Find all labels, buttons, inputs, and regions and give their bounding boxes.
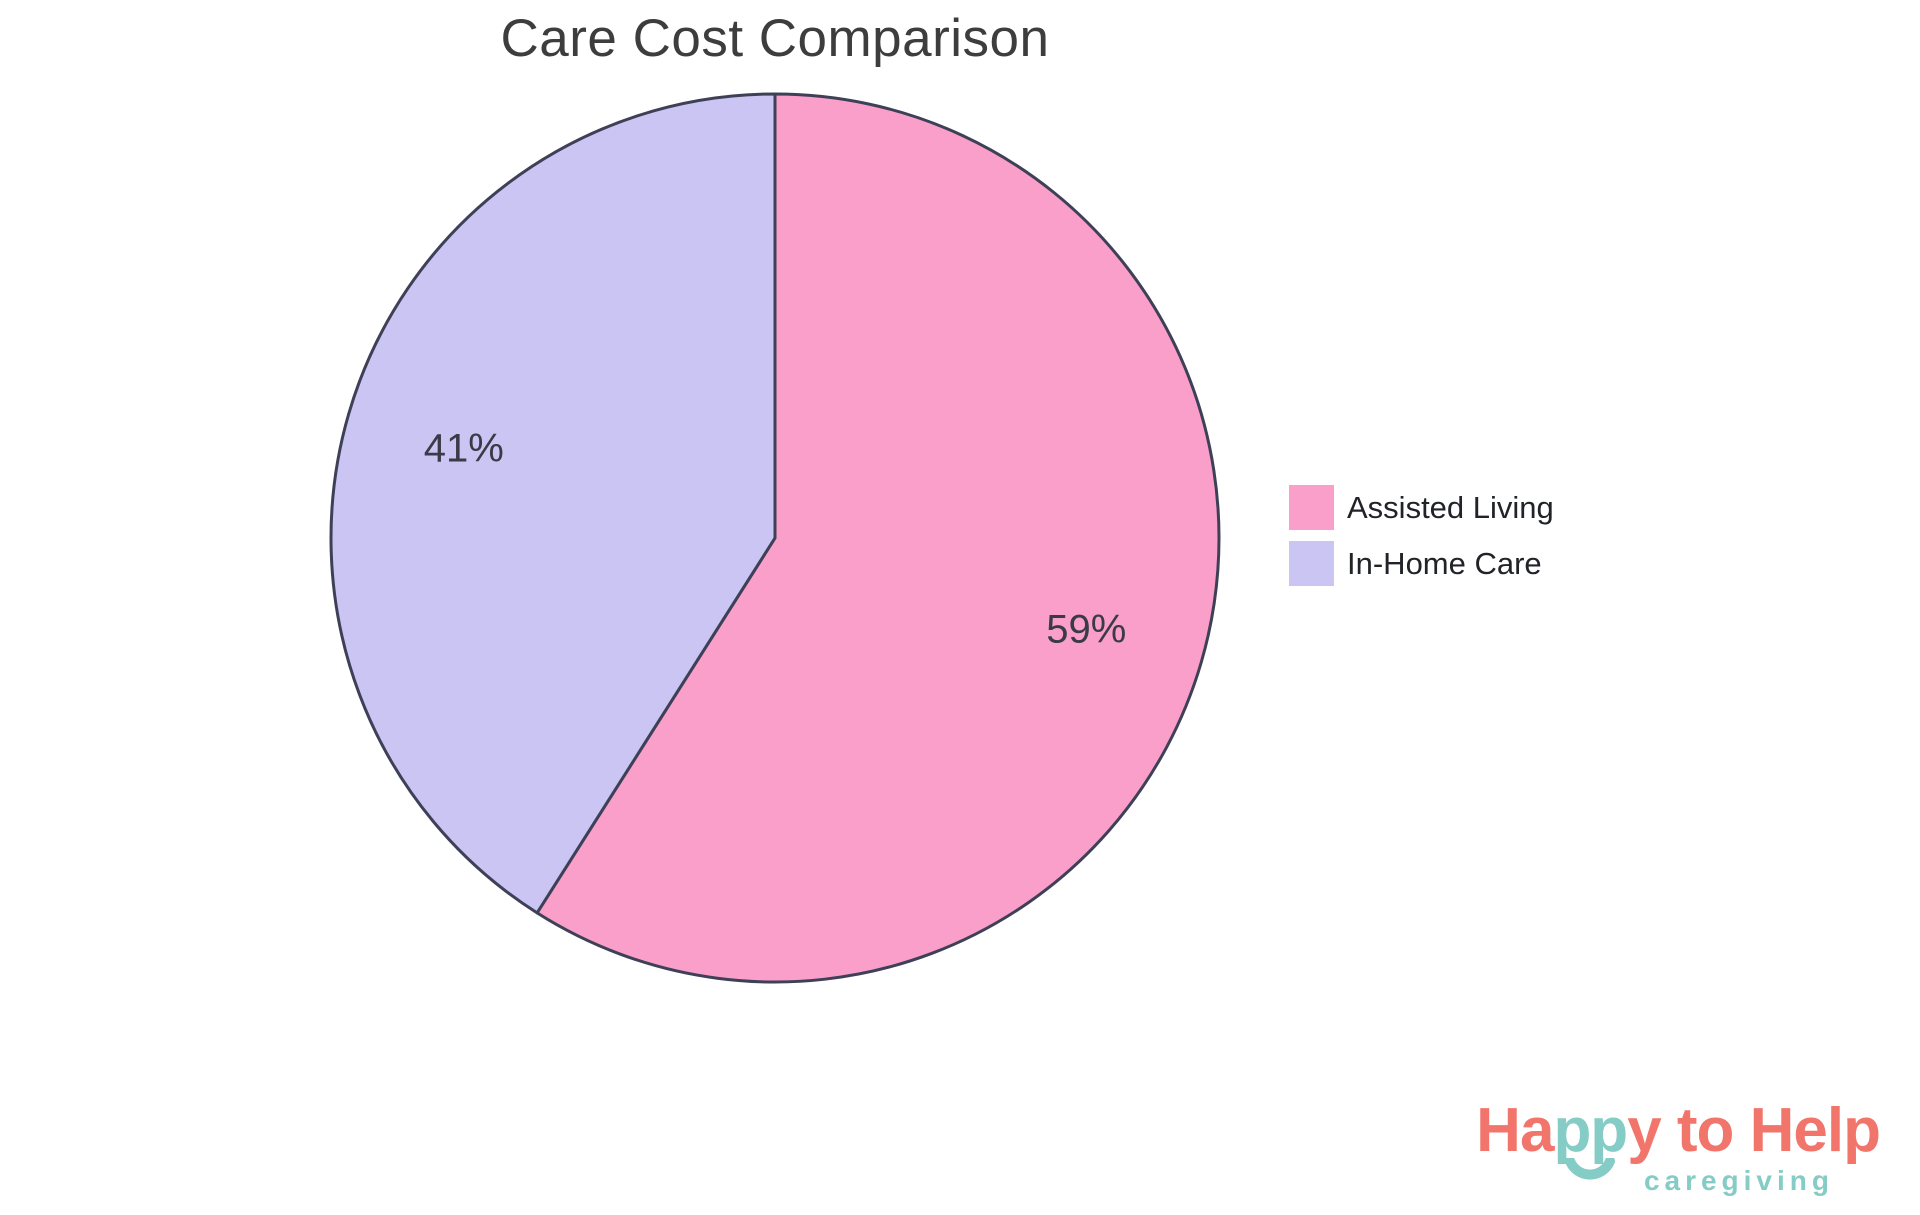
logo-smile-icon (1565, 1158, 1616, 1180)
chart-title: Care Cost Comparison (500, 9, 1050, 68)
slice-pct-label: 41% (424, 427, 504, 471)
legend-swatch-in-home-care (1289, 541, 1334, 586)
pie-slice-assisted-living[interactable] (535, 92, 1221, 984)
logo-text-y-to-help: y to Help (1627, 1096, 1881, 1165)
logo-tagline: caregiving (1643, 1165, 1834, 1196)
legend-label-in-home-care: In-Home Care (1347, 546, 1542, 581)
legend-item-assisted-living[interactable]: Assisted Living (1289, 485, 1554, 530)
logo-wordmark: Happ y to Help (1418, 1100, 1881, 1180)
pie-slice-in-home-care[interactable] (329, 92, 777, 915)
logo-text-pp: pp (1553, 1100, 1628, 1180)
legend-swatch-assisted-living (1289, 485, 1334, 530)
logo-text-ha: Ha (1476, 1096, 1554, 1165)
legend-label-assisted-living: Assisted Living (1347, 490, 1554, 525)
legend: Assisted Living In-Home Care (1289, 485, 1554, 586)
legend-item-in-home-care[interactable]: In-Home Care (1289, 541, 1554, 586)
slice-pct-label: 59% (1046, 607, 1126, 651)
logo-happy-to-help: Happ y to Help caregiving (1418, 1100, 1881, 1197)
